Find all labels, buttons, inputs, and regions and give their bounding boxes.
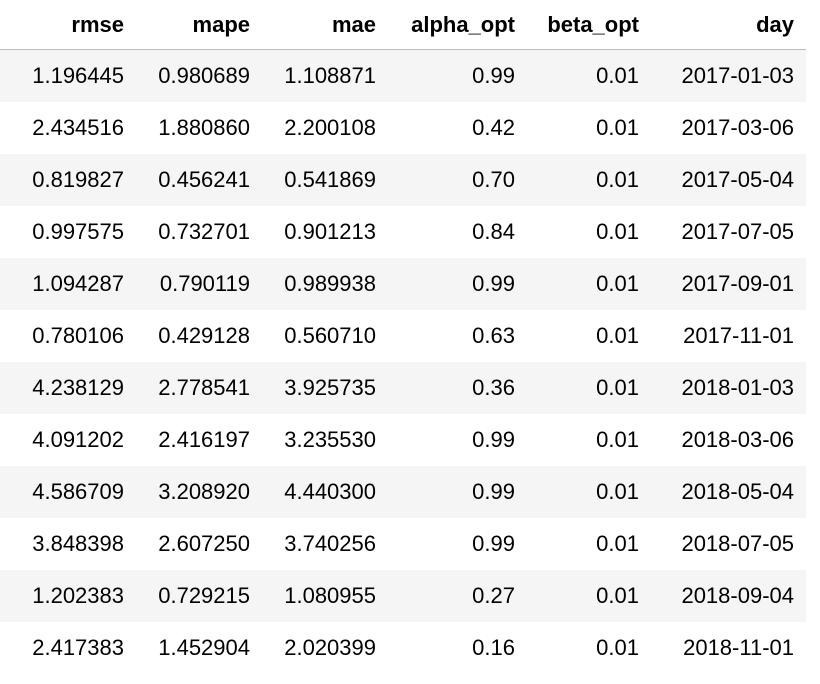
cell-mae: 1.080955 (262, 570, 388, 622)
cell-day: 2017-11-01 (651, 310, 806, 362)
table-body: 1.196445 0.980689 1.108871 0.99 0.01 201… (0, 49, 806, 674)
cell-beta-opt: 0.01 (527, 154, 651, 206)
cell-beta-opt: 0.01 (527, 622, 651, 674)
cell-rmse: 1.196445 (0, 49, 136, 102)
cell-mape: 0.732701 (136, 206, 262, 258)
cell-rmse: 4.238129 (0, 362, 136, 414)
cell-rmse: 4.091202 (0, 414, 136, 466)
table-row: 2.417383 1.452904 2.020399 0.16 0.01 201… (0, 622, 806, 674)
cell-beta-opt: 0.01 (527, 362, 651, 414)
cell-mape: 2.607250 (136, 518, 262, 570)
cell-day: 2018-09-04 (651, 570, 806, 622)
cell-mae: 2.020399 (262, 622, 388, 674)
cell-day: 2017-09-01 (651, 258, 806, 310)
cell-beta-opt: 0.01 (527, 310, 651, 362)
cell-mae: 0.989938 (262, 258, 388, 310)
dataframe-table: rmse mape mae alpha_opt beta_opt day 1.1… (0, 0, 806, 674)
cell-beta-opt: 0.01 (527, 206, 651, 258)
table-row: 3.848398 2.607250 3.740256 0.99 0.01 201… (0, 518, 806, 570)
cell-day: 2017-01-03 (651, 49, 806, 102)
cell-alpha-opt: 0.36 (388, 362, 527, 414)
cell-rmse: 0.819827 (0, 154, 136, 206)
cell-beta-opt: 0.01 (527, 570, 651, 622)
column-header-alpha-opt: alpha_opt (388, 0, 527, 50)
cell-beta-opt: 0.01 (527, 414, 651, 466)
cell-day: 2018-03-06 (651, 414, 806, 466)
table-row: 0.780106 0.429128 0.560710 0.63 0.01 201… (0, 310, 806, 362)
table-row: 4.586709 3.208920 4.440300 0.99 0.01 201… (0, 466, 806, 518)
cell-mae: 3.235530 (262, 414, 388, 466)
table-row: 4.091202 2.416197 3.235530 0.99 0.01 201… (0, 414, 806, 466)
cell-mae: 0.541869 (262, 154, 388, 206)
cell-mape: 2.416197 (136, 414, 262, 466)
cell-mae: 0.560710 (262, 310, 388, 362)
cell-alpha-opt: 0.99 (388, 258, 527, 310)
cell-beta-opt: 0.01 (527, 466, 651, 518)
column-header-beta-opt: beta_opt (527, 0, 651, 50)
cell-rmse: 3.848398 (0, 518, 136, 570)
cell-alpha-opt: 0.27 (388, 570, 527, 622)
cell-mape: 0.456241 (136, 154, 262, 206)
cell-rmse: 0.780106 (0, 310, 136, 362)
cell-alpha-opt: 0.16 (388, 622, 527, 674)
cell-alpha-opt: 0.63 (388, 310, 527, 362)
header-row: rmse mape mae alpha_opt beta_opt day (0, 0, 806, 50)
cell-mae: 0.901213 (262, 206, 388, 258)
cell-mae: 4.440300 (262, 466, 388, 518)
table-row: 4.238129 2.778541 3.925735 0.36 0.01 201… (0, 362, 806, 414)
cell-day: 2017-05-04 (651, 154, 806, 206)
cell-mape: 0.729215 (136, 570, 262, 622)
cell-alpha-opt: 0.99 (388, 518, 527, 570)
cell-alpha-opt: 0.70 (388, 154, 527, 206)
table-row: 1.094287 0.790119 0.989938 0.99 0.01 201… (0, 258, 806, 310)
cell-alpha-opt: 0.99 (388, 466, 527, 518)
table-row: 2.434516 1.880860 2.200108 0.42 0.01 201… (0, 102, 806, 154)
cell-mape: 2.778541 (136, 362, 262, 414)
cell-mape: 0.429128 (136, 310, 262, 362)
cell-mae: 3.740256 (262, 518, 388, 570)
column-header-mae: mae (262, 0, 388, 50)
cell-beta-opt: 0.01 (527, 102, 651, 154)
cell-mape: 0.790119 (136, 258, 262, 310)
cell-rmse: 2.434516 (0, 102, 136, 154)
cell-day: 2018-05-04 (651, 466, 806, 518)
cell-mae: 3.925735 (262, 362, 388, 414)
cell-mape: 0.980689 (136, 49, 262, 102)
cell-mae: 2.200108 (262, 102, 388, 154)
cell-beta-opt: 0.01 (527, 258, 651, 310)
cell-beta-opt: 0.01 (527, 518, 651, 570)
table-row: 1.202383 0.729215 1.080955 0.27 0.01 201… (0, 570, 806, 622)
table-row: 1.196445 0.980689 1.108871 0.99 0.01 201… (0, 49, 806, 102)
cell-rmse: 0.997575 (0, 206, 136, 258)
cell-day: 2018-11-01 (651, 622, 806, 674)
cell-day: 2017-03-06 (651, 102, 806, 154)
column-header-rmse: rmse (0, 0, 136, 50)
cell-alpha-opt: 0.99 (388, 49, 527, 102)
cell-rmse: 1.202383 (0, 570, 136, 622)
cell-rmse: 1.094287 (0, 258, 136, 310)
cell-rmse: 2.417383 (0, 622, 136, 674)
cell-alpha-opt: 0.42 (388, 102, 527, 154)
cell-day: 2018-07-05 (651, 518, 806, 570)
cell-mape: 1.452904 (136, 622, 262, 674)
cell-beta-opt: 0.01 (527, 49, 651, 102)
column-header-mape: mape (136, 0, 262, 50)
cell-mape: 1.880860 (136, 102, 262, 154)
table-row: 0.819827 0.456241 0.541869 0.70 0.01 201… (0, 154, 806, 206)
column-header-day: day (651, 0, 806, 50)
cell-day: 2018-01-03 (651, 362, 806, 414)
cell-day: 2017-07-05 (651, 206, 806, 258)
cell-alpha-opt: 0.84 (388, 206, 527, 258)
cell-rmse: 4.586709 (0, 466, 136, 518)
cell-alpha-opt: 0.99 (388, 414, 527, 466)
table-row: 0.997575 0.732701 0.901213 0.84 0.01 201… (0, 206, 806, 258)
table-header: rmse mape mae alpha_opt beta_opt day (0, 0, 806, 50)
cell-mae: 1.108871 (262, 49, 388, 102)
cell-mape: 3.208920 (136, 466, 262, 518)
